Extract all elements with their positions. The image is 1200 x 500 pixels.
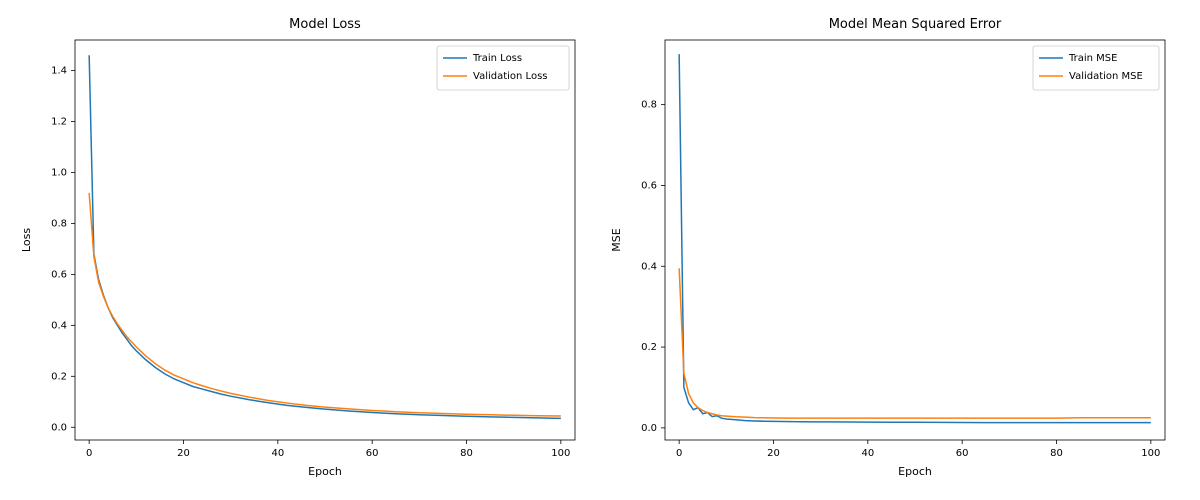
chart-mse: 0 20 40 60 80 100 0.0 0.2 0.4 0.6 0.8 Epoch MSE Model… (610, 17, 1165, 478)
y-tick-label: 0.0 (641, 423, 657, 434)
y-tick-label: 1.2 (51, 117, 67, 128)
x-axis-label: Epoch (308, 465, 342, 478)
y-tick-label: 1.0 (51, 167, 67, 178)
x-tick-label: 20 (767, 448, 780, 459)
x-axis-label: Epoch (898, 465, 932, 478)
y-tick-label: 0.8 (641, 100, 657, 111)
x-tick-label: 40 (861, 448, 874, 459)
y-tick-label: 0.4 (51, 320, 67, 331)
series-loss-1 (89, 193, 561, 416)
y-tick-label: 0.8 (51, 218, 67, 229)
y-tick-label: 0.2 (641, 342, 657, 353)
plot-area (75, 40, 575, 440)
x-tick-label: 100 (551, 448, 570, 459)
chart-title: Model Mean Squared Error (829, 17, 1002, 32)
figure-svg: 0 20 40 60 80 100 0.0 0.2 0.4 0.6 0.8 1.0 1.2 1.4 Epoc… (0, 0, 1200, 500)
y-tick-label: 0.6 (51, 269, 67, 280)
y-tick-label: 0.6 (641, 180, 657, 191)
x-tick-label: 40 (271, 448, 284, 459)
x-tick-label: 0 (676, 448, 682, 459)
series-loss-0 (89, 55, 561, 418)
x-tick-label: 80 (1050, 448, 1063, 459)
chart-title: Model Loss (289, 17, 361, 32)
x-tick-label: 0 (86, 448, 92, 459)
plot-area (665, 40, 1165, 440)
x-tick-label: 20 (177, 448, 190, 459)
chart-loss: 0 20 40 60 80 100 0.0 0.2 0.4 0.6 0.8 1.0 1.2 1.4 Epoc… (20, 17, 575, 478)
y-tick-label: 1.4 (51, 66, 67, 77)
legend-label: Validation MSE (1069, 71, 1143, 82)
series-mse-0 (679, 54, 1151, 422)
figure-container: 0 20 40 60 80 100 0.0 0.2 0.4 0.6 0.8 1.0 1.2 1.4 Epoc… (0, 0, 1200, 500)
y-axis-label: MSE (610, 228, 623, 251)
y-axis-label: Loss (20, 228, 33, 252)
y-tick-label: 0.2 (51, 371, 67, 382)
x-tick-label: 60 (366, 448, 379, 459)
y-tick-label: 0.4 (641, 261, 657, 272)
legend-label: Train MSE (1068, 53, 1117, 64)
legend: Train MSE Validation MSE (1033, 46, 1159, 90)
legend: Train Loss Validation Loss (437, 46, 569, 90)
x-tick-label: 60 (956, 448, 969, 459)
y-tick-label: 0.0 (51, 422, 67, 433)
x-tick-label: 100 (1141, 448, 1160, 459)
series-mse-1 (679, 268, 1151, 418)
legend-label: Train Loss (472, 53, 522, 64)
x-tick-label: 80 (460, 448, 473, 459)
legend-label: Validation Loss (473, 71, 548, 82)
